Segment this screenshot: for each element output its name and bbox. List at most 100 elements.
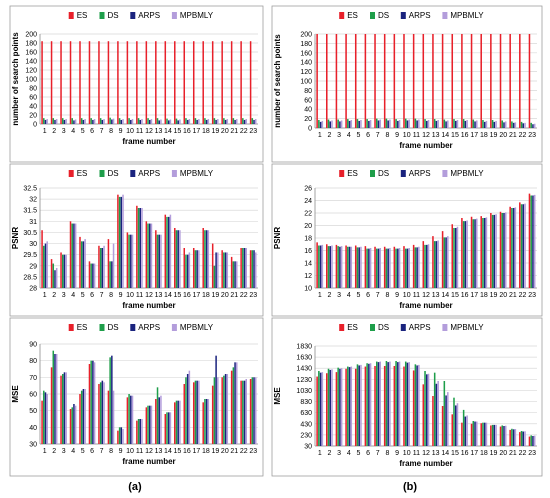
bar-arps-5 (358, 120, 360, 128)
bar-arps-20 (224, 252, 227, 288)
bar-ds-21 (511, 121, 513, 128)
bar-arps-8 (111, 355, 113, 444)
bar-ds-2 (327, 119, 330, 128)
bar-mpbmly-13 (437, 240, 439, 288)
x-tick-label: 12 (145, 128, 153, 135)
x-tick-label: 18 (202, 292, 210, 299)
bars (316, 361, 536, 446)
chart-6: ES DS ARPS MPBMLY 30 230 430 630 830 1030 1230 1430… (271, 317, 543, 477)
bar-mpbmly-8 (389, 248, 391, 288)
bar-es-15 (451, 414, 454, 446)
bar-mpbmly-17 (475, 120, 478, 128)
x-tick-label: 21 (230, 128, 238, 135)
bar-arps-5 (82, 241, 85, 288)
bar-arps-21 (234, 261, 236, 288)
bar-es-2 (50, 259, 53, 288)
bar-ds-20 (223, 118, 225, 124)
y-tick-label: 100 (300, 79, 312, 86)
x-tick-label: 23 (528, 450, 536, 457)
x-tick-label: 17 (470, 450, 478, 457)
x-tick-label: 15 (451, 132, 459, 139)
bar-ds-2 (327, 368, 330, 446)
bar-mpbmly-13 (160, 119, 162, 124)
legend-swatch-mpbmly (171, 170, 177, 177)
y-tick-label: 80 (29, 86, 37, 93)
bar-mpbmly-5 (84, 119, 86, 124)
legend-swatch-arps (400, 170, 406, 177)
y-tick-label: 630 (300, 410, 312, 417)
x-tick-label: 7 (376, 132, 380, 139)
bar-es-13 (155, 41, 157, 125)
panel-label-a: (a) (128, 481, 142, 493)
bar-arps-12 (426, 374, 428, 446)
legend-label-ds: DS (378, 11, 389, 20)
x-tick-label: 11 (136, 448, 143, 455)
bar-ds-12 (147, 405, 149, 444)
bar-arps-12 (426, 244, 428, 288)
bar-arps-12 (149, 405, 151, 444)
bar-ds-7 (376, 118, 378, 128)
x-tick-label: 21 (230, 448, 238, 455)
bar-es-11 (412, 370, 415, 446)
x-tick-label: 4 (71, 448, 75, 455)
bar-ds-7 (99, 118, 102, 124)
x-tick-label: 4 (347, 450, 351, 457)
x-tick-label: 12 (145, 448, 153, 455)
x-tick-label: 14 (164, 448, 172, 455)
y-tick-label: 20 (29, 113, 37, 120)
bar-mpbmly-8 (112, 118, 115, 124)
bar-es-15 (451, 224, 454, 288)
bar-ds-11 (414, 364, 417, 446)
bar-arps-10 (406, 248, 409, 288)
bar-ds-9 (118, 427, 121, 444)
bar-arps-18 (205, 119, 208, 124)
bar-ds-11 (414, 247, 417, 288)
bar-arps-7 (377, 248, 380, 288)
legend-swatch-es (68, 12, 74, 19)
bar-ds-17 (194, 118, 197, 124)
legend-label-es: ES (347, 169, 358, 178)
bar-mpbmly-5 (360, 364, 362, 446)
bar-ds-20 (223, 375, 225, 444)
bar-arps-9 (397, 362, 399, 446)
bar-ds-22 (242, 248, 244, 288)
bar-es-5 (354, 368, 357, 446)
bar-mpbmly-3 (340, 368, 343, 446)
bar-arps-10 (130, 234, 132, 288)
bar-es-13 (155, 399, 157, 444)
bar-ds-5 (80, 118, 83, 124)
bar-arps-4 (348, 367, 351, 446)
bar-ds-9 (395, 119, 397, 128)
x-tick-label: 21 (230, 292, 238, 299)
bar-arps-6 (92, 360, 94, 444)
bar-es-21 (230, 41, 233, 125)
legend-label-es: ES (77, 323, 88, 332)
bar-ds-17 (194, 250, 197, 288)
bar-mpbmly-1 (46, 394, 48, 444)
x-tick-label: 14 (164, 292, 172, 299)
bar-arps-11 (416, 247, 418, 288)
bar-arps-8 (111, 261, 113, 288)
bar-arps-10 (406, 362, 409, 446)
bar-ds-3 (337, 119, 339, 128)
x-tick-label: 3 (62, 128, 66, 135)
bar-es-1 (41, 400, 43, 444)
bar-es-7 (374, 246, 376, 288)
x-tick-label: 9 (119, 448, 123, 455)
legend-swatch-ds (370, 12, 375, 19)
bar-ds-10 (404, 361, 407, 446)
x-tick-label: 4 (347, 292, 351, 299)
bar-ds-10 (128, 394, 130, 444)
bar-es-4 (69, 221, 72, 288)
bar-ds-12 (424, 119, 426, 128)
legend-swatch-mpbmly (171, 12, 177, 19)
x-tick-label: 16 (461, 132, 469, 139)
bar-arps-5 (358, 365, 360, 446)
x-tick-label: 12 (422, 450, 430, 457)
y-tick-label: 24 (304, 198, 312, 205)
bar-arps-23 (532, 436, 534, 446)
bar-ds-16 (185, 118, 187, 124)
x-tick-label: 9 (119, 292, 123, 299)
x-tick-label: 3 (62, 448, 66, 455)
bar-es-7 (374, 366, 376, 446)
